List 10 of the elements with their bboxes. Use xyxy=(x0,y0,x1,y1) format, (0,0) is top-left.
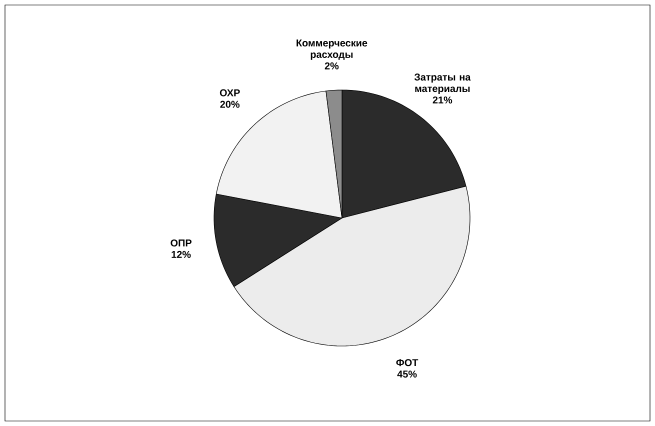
data-label: 12% xyxy=(172,250,191,258)
slice-label: Коммерческие расходы xyxy=(296,40,368,60)
slice-label: ФОТ xyxy=(396,359,418,366)
data-label: 20% xyxy=(220,100,240,108)
slice-label: Затраты на материалы xyxy=(414,74,471,94)
data-label: 21% xyxy=(432,96,452,104)
slice-label: ОПР xyxy=(170,239,192,246)
data-label: 2% xyxy=(324,62,339,70)
slice-label: ОХР xyxy=(220,89,240,96)
data-label: 45% xyxy=(397,370,417,378)
